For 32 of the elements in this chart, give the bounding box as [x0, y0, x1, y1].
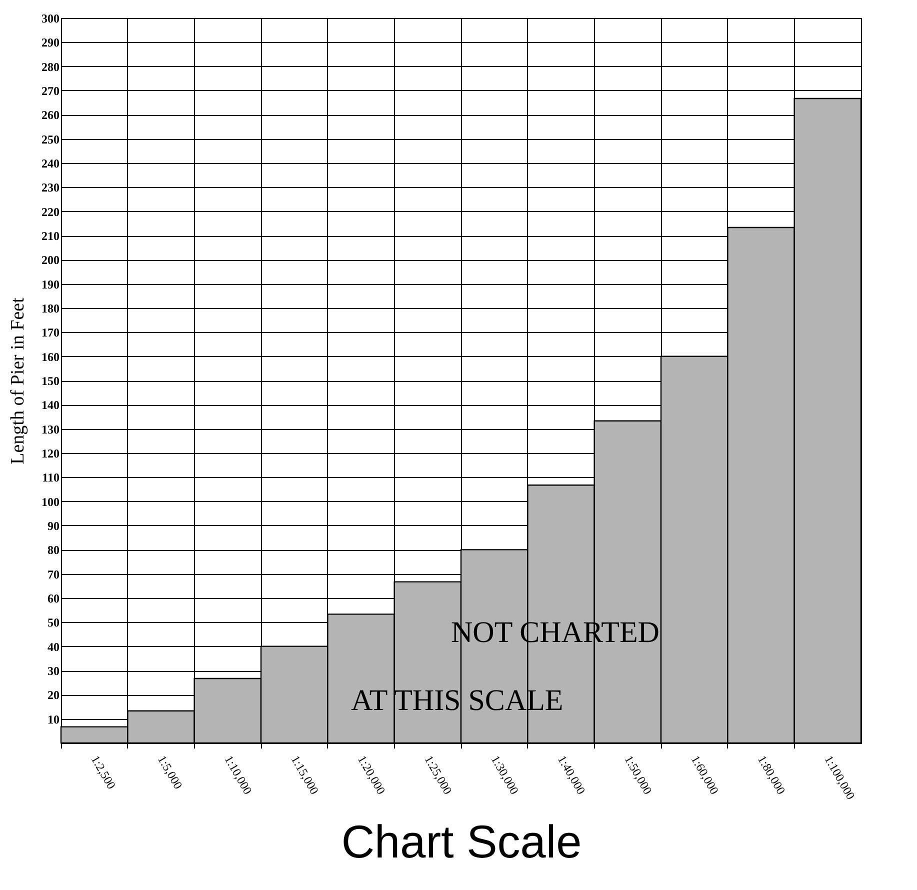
y-tick-label: 120 [42, 446, 60, 460]
y-tick-label: 270 [42, 84, 60, 98]
y-tick-label: 190 [42, 277, 60, 292]
y-tick-label: 280 [42, 60, 60, 74]
y-tick-label: 30 [48, 664, 60, 678]
y-axis-title: Length of Pier in Feet [8, 296, 28, 464]
y-tick-label: 250 [42, 132, 60, 146]
y-tick-label: 60 [48, 592, 60, 606]
y-tick-label: 40 [48, 640, 60, 654]
y-tick-label: 290 [42, 36, 60, 50]
y-tick-label: 150 [42, 374, 60, 388]
y-tick-label: 140 [42, 398, 60, 412]
y-tick-label: 20 [48, 688, 60, 702]
y-tick-label: 110 [42, 470, 60, 485]
y-tick-label: 100 [42, 494, 60, 509]
y-tick-label: 220 [42, 204, 60, 219]
y-tick-label: 80 [48, 543, 60, 558]
y-tick-label: 10 [48, 712, 60, 726]
y-tick-label: 130 [42, 422, 60, 436]
y-tick-label: 160 [42, 350, 60, 364]
y-tick-label: 90 [48, 519, 60, 533]
y-tick-label: 180 [42, 302, 60, 316]
y-tick-label: 210 [42, 229, 60, 243]
y-tick-label: 260 [42, 108, 60, 122]
y-tick-label: 200 [42, 253, 60, 268]
y-tick-label: 300 [42, 12, 60, 26]
y-tick-label: 50 [48, 616, 60, 630]
y-tick-label: 230 [42, 180, 60, 195]
y-tick-label: 70 [48, 567, 60, 582]
x-axis-title: Chart Scale [341, 815, 582, 868]
y-tick-label: 170 [42, 326, 60, 340]
y-tick-label: 240 [42, 156, 60, 170]
